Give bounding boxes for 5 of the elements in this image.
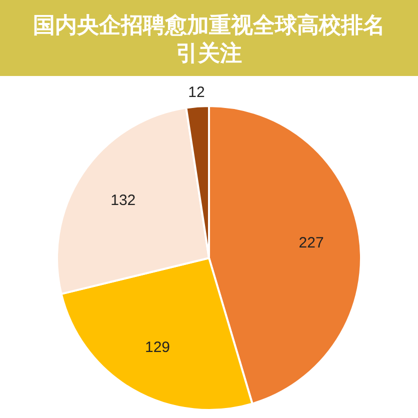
data-label: 227 (298, 234, 324, 252)
chart-title: 国内央企招聘愈加重视全球高校排名引关注 (33, 12, 385, 66)
data-label: 129 (144, 339, 170, 356)
data-label: 12 (188, 84, 205, 101)
data-label: 132 (110, 192, 136, 209)
